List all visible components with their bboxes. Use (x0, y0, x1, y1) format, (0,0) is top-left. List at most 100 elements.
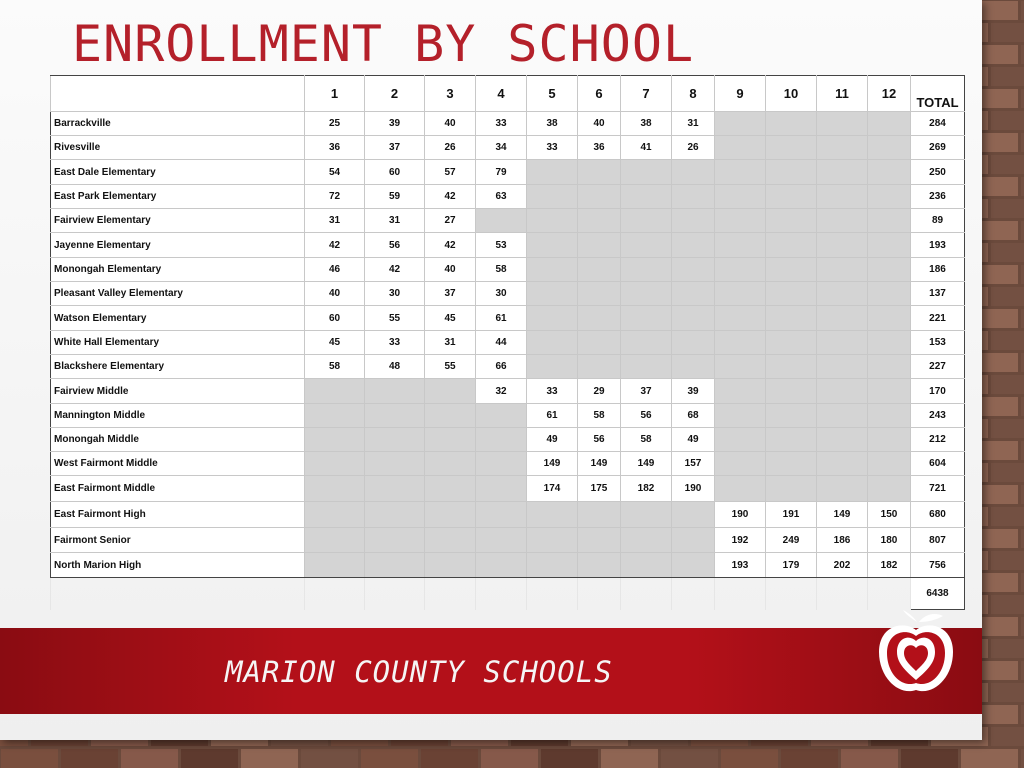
empty-cell (620, 305, 672, 331)
empty-cell (577, 501, 621, 528)
empty-cell (475, 208, 527, 233)
blank-cell (526, 577, 578, 610)
grade-10-cell: 249 (765, 527, 817, 553)
empty-cell (765, 257, 817, 282)
empty-cell (867, 403, 911, 428)
table-row: Jayenne Elementary 42 56 42 53 193 (50, 232, 965, 258)
slide: ENROLLMENT BY SCHOOL 1 2 3 4 5 6 7 8 9 10 11 12 TOTA… (0, 0, 982, 740)
header-grade-12: 12 (867, 75, 911, 112)
empty-cell (714, 232, 766, 258)
empty-cell (364, 501, 425, 528)
grade-7-cell: 56 (620, 403, 672, 428)
grade-6-cell: 36 (577, 135, 621, 160)
grade-3-cell: 42 (424, 232, 476, 258)
grade-4-cell: 33 (475, 111, 527, 136)
empty-cell (620, 354, 672, 379)
empty-cell (577, 305, 621, 331)
empty-cell (577, 208, 621, 233)
empty-cell (424, 527, 476, 553)
empty-cell (816, 403, 868, 428)
empty-cell (816, 111, 868, 136)
empty-cell (714, 378, 766, 404)
grade-5-cell: 149 (526, 451, 578, 476)
empty-cell (671, 281, 715, 306)
empty-cell (765, 305, 817, 331)
grade-1-cell: 40 (304, 281, 365, 306)
grade-2-cell: 48 (364, 354, 425, 379)
empty-cell (526, 527, 578, 553)
empty-cell (867, 159, 911, 185)
school-name: East Fairmont High (50, 501, 305, 528)
school-name: Jayenne Elementary (50, 232, 305, 258)
grade-7-cell: 182 (620, 475, 672, 502)
grade-12-cell: 180 (867, 527, 911, 553)
table-row: Monongah Middle 49 56 58 49 212 (50, 427, 965, 452)
empty-cell (714, 451, 766, 476)
empty-cell (304, 552, 365, 578)
empty-cell (620, 159, 672, 185)
grade-4-cell: 63 (475, 184, 527, 209)
grade-3-cell: 40 (424, 257, 476, 282)
empty-cell (620, 501, 672, 528)
table-header-row: 1 2 3 4 5 6 7 8 9 10 11 12 TOTAL (50, 75, 965, 112)
empty-cell (867, 184, 911, 209)
empty-cell (671, 552, 715, 578)
grade-5-cell: 33 (526, 135, 578, 160)
empty-cell (475, 475, 527, 502)
empty-cell (526, 208, 578, 233)
footer-banner (0, 628, 982, 714)
empty-cell (526, 330, 578, 355)
empty-cell (816, 281, 868, 306)
school-name: Watson Elementary (50, 305, 305, 331)
grade-4-cell: 66 (475, 354, 527, 379)
grade-9-cell: 192 (714, 527, 766, 553)
empty-cell (765, 427, 817, 452)
empty-cell (867, 354, 911, 379)
school-name: Pleasant Valley Elementary (50, 281, 305, 306)
empty-cell (714, 257, 766, 282)
row-total-cell: 193 (910, 232, 965, 258)
grade-8-cell: 31 (671, 111, 715, 136)
grade-4-cell: 32 (475, 378, 527, 404)
grade-2-cell: 37 (364, 135, 425, 160)
grade-10-cell: 179 (765, 552, 817, 578)
empty-cell (671, 257, 715, 282)
empty-cell (714, 427, 766, 452)
empty-cell (714, 475, 766, 502)
table-row: East Dale Elementary 54 60 57 79 250 (50, 159, 965, 185)
empty-cell (304, 378, 365, 404)
empty-cell (816, 208, 868, 233)
empty-cell (765, 403, 817, 428)
row-total-cell: 756 (910, 552, 965, 578)
school-name: Barrackville (50, 111, 305, 136)
grade-4-cell: 30 (475, 281, 527, 306)
empty-cell (620, 527, 672, 553)
empty-cell (526, 232, 578, 258)
apple-heart-icon (879, 610, 953, 692)
grade-2-cell: 55 (364, 305, 425, 331)
empty-cell (424, 427, 476, 452)
empty-cell (765, 208, 817, 233)
grade-1-cell: 60 (304, 305, 365, 331)
school-name: Monongah Elementary (50, 257, 305, 282)
grade-7-cell: 58 (620, 427, 672, 452)
row-total-cell: 680 (910, 501, 965, 528)
grade-11-cell: 186 (816, 527, 868, 553)
empty-cell (577, 527, 621, 553)
grade-3-cell: 37 (424, 281, 476, 306)
table-row: Monongah Elementary 46 42 40 58 186 (50, 257, 965, 282)
grade-9-cell: 190 (714, 501, 766, 528)
grade-10-cell: 191 (765, 501, 817, 528)
empty-cell (816, 257, 868, 282)
empty-cell (765, 111, 817, 136)
blank-cell (364, 577, 425, 610)
empty-cell (424, 501, 476, 528)
empty-cell (577, 330, 621, 355)
empty-cell (424, 475, 476, 502)
empty-cell (364, 552, 425, 578)
row-total-cell: 221 (910, 305, 965, 331)
row-total-cell: 604 (910, 451, 965, 476)
grade-5-cell: 33 (526, 378, 578, 404)
empty-cell (867, 305, 911, 331)
grade-2-cell: 60 (364, 159, 425, 185)
